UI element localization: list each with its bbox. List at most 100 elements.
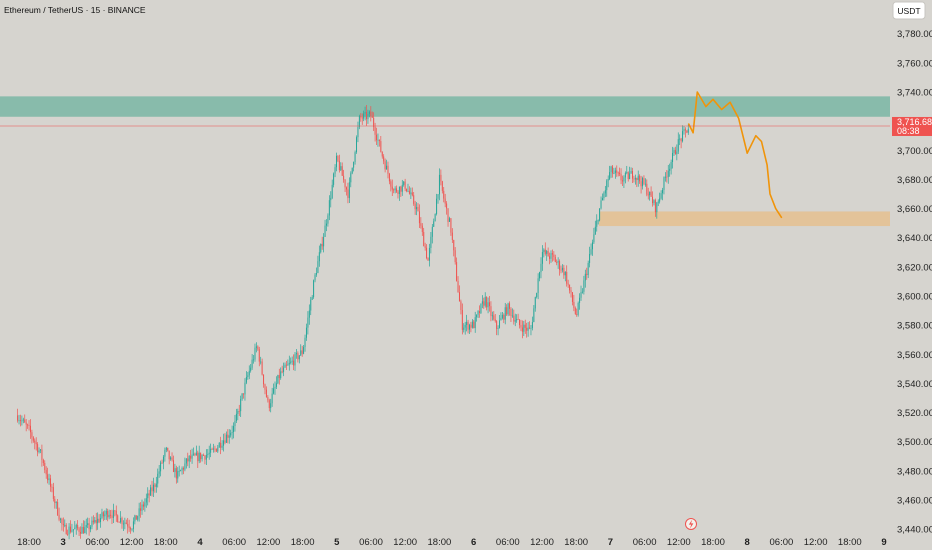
candle-body-283 (421, 225, 423, 233)
candle-body-65 (110, 514, 112, 516)
candle-body-59 (101, 512, 103, 518)
candle-body-42 (77, 525, 79, 529)
candle-body-252 (377, 139, 379, 141)
candle-body-212 (320, 243, 322, 253)
candle-body-155 (238, 411, 240, 412)
price-axis[interactable] (890, 0, 932, 550)
candle-body-226 (340, 166, 342, 171)
candle-body-423 (621, 180, 623, 182)
candle-body-241 (361, 117, 363, 119)
candle-body-68 (114, 510, 116, 512)
candle-body-431 (633, 178, 635, 180)
candle-body-80 (131, 528, 133, 530)
candle-body-360 (531, 322, 533, 329)
candle-body-468 (686, 130, 688, 133)
candle-body-4 (22, 419, 24, 421)
candle-body-20 (45, 470, 47, 475)
candle-body-248 (371, 115, 373, 118)
candle-body-185 (281, 371, 283, 373)
candle-body-159 (244, 382, 246, 395)
candle-body-457 (670, 161, 672, 169)
candle-body-218 (328, 200, 330, 216)
candle-body-27 (55, 502, 57, 503)
candle-body-115 (181, 468, 183, 471)
candle-body-219 (330, 197, 332, 201)
candle-body-348 (514, 320, 516, 322)
candle-body-176 (268, 400, 270, 409)
candle-body-78 (128, 526, 130, 529)
candle-body-272 (406, 188, 408, 192)
candle-body-274 (408, 190, 410, 194)
lightning-icon[interactable] (685, 518, 697, 530)
candle-body-422 (620, 174, 622, 181)
candle-body-383 (564, 271, 566, 276)
candle-body-333 (493, 315, 495, 320)
candle-body-139 (215, 448, 217, 452)
candle-body-178 (271, 393, 273, 404)
x-tick-20: 18:00 (701, 537, 725, 548)
candle-body-388 (571, 292, 573, 302)
candle-body-341 (504, 307, 506, 320)
candle-body-92 (148, 493, 150, 496)
candle-body-446 (654, 200, 656, 213)
candle-body-403 (593, 234, 595, 243)
candle-body-332 (491, 315, 493, 317)
candle-body-191 (290, 361, 292, 363)
candle-body-320 (474, 317, 476, 329)
currency-button[interactable]: USDT (892, 1, 926, 20)
candle-body-254 (380, 141, 382, 152)
candle-body-263 (393, 189, 395, 191)
candle-body-142 (220, 442, 222, 448)
candle-body-389 (573, 301, 575, 309)
candle-body-311 (461, 309, 463, 330)
x-tick-23: 12:00 (804, 537, 828, 548)
candle-body-73 (121, 518, 123, 524)
candle-body-256 (383, 156, 385, 162)
candle-body-315 (467, 321, 469, 330)
candle-body-182 (277, 375, 279, 384)
candle-body-418 (614, 170, 616, 173)
candle-body-122 (191, 454, 193, 459)
candle-body-390 (574, 308, 576, 315)
candle-body-318 (471, 321, 473, 328)
candle-body-255 (381, 151, 383, 157)
candle-body-287 (427, 257, 429, 261)
candle-body-76 (125, 522, 127, 524)
y-tick-12: 3,680.00 (897, 175, 932, 186)
y-tick-15: 3,740.00 (897, 88, 932, 99)
candle-body-340 (503, 314, 505, 320)
candle-body-421 (619, 172, 621, 175)
candle-body-316 (468, 324, 470, 330)
candle-body-213 (321, 243, 323, 247)
candle-body-239 (358, 116, 360, 128)
candle-body-203 (307, 317, 309, 328)
candle-body-411 (604, 190, 606, 194)
candle-body-331 (490, 306, 492, 316)
candle-body-243 (364, 111, 366, 114)
candle-body-10 (31, 432, 33, 438)
candle-body-357 (527, 327, 529, 331)
candle-body-436 (640, 181, 642, 187)
candle-body-344 (509, 303, 511, 309)
candle-body-393 (579, 297, 581, 303)
candle-body-54 (94, 520, 96, 523)
candle-body-339 (501, 314, 503, 319)
candle-body-304 (451, 232, 453, 241)
candle-body-265 (396, 188, 398, 192)
candle-body-130 (203, 455, 204, 456)
candle-body-168 (257, 346, 259, 350)
y-tick-9: 3,620.00 (897, 262, 932, 273)
candle-body-181 (275, 383, 277, 387)
candle-body-211 (318, 252, 320, 262)
candle-body-259 (387, 165, 389, 174)
candle-body-188 (285, 364, 287, 366)
currency-button-label[interactable]: USDT (897, 6, 920, 16)
candle-body-260 (388, 173, 390, 182)
currency-button-bg[interactable] (892, 1, 926, 20)
candle-body-368 (543, 249, 545, 253)
projection-path (687, 91, 783, 219)
candle-body-89 (144, 502, 146, 507)
